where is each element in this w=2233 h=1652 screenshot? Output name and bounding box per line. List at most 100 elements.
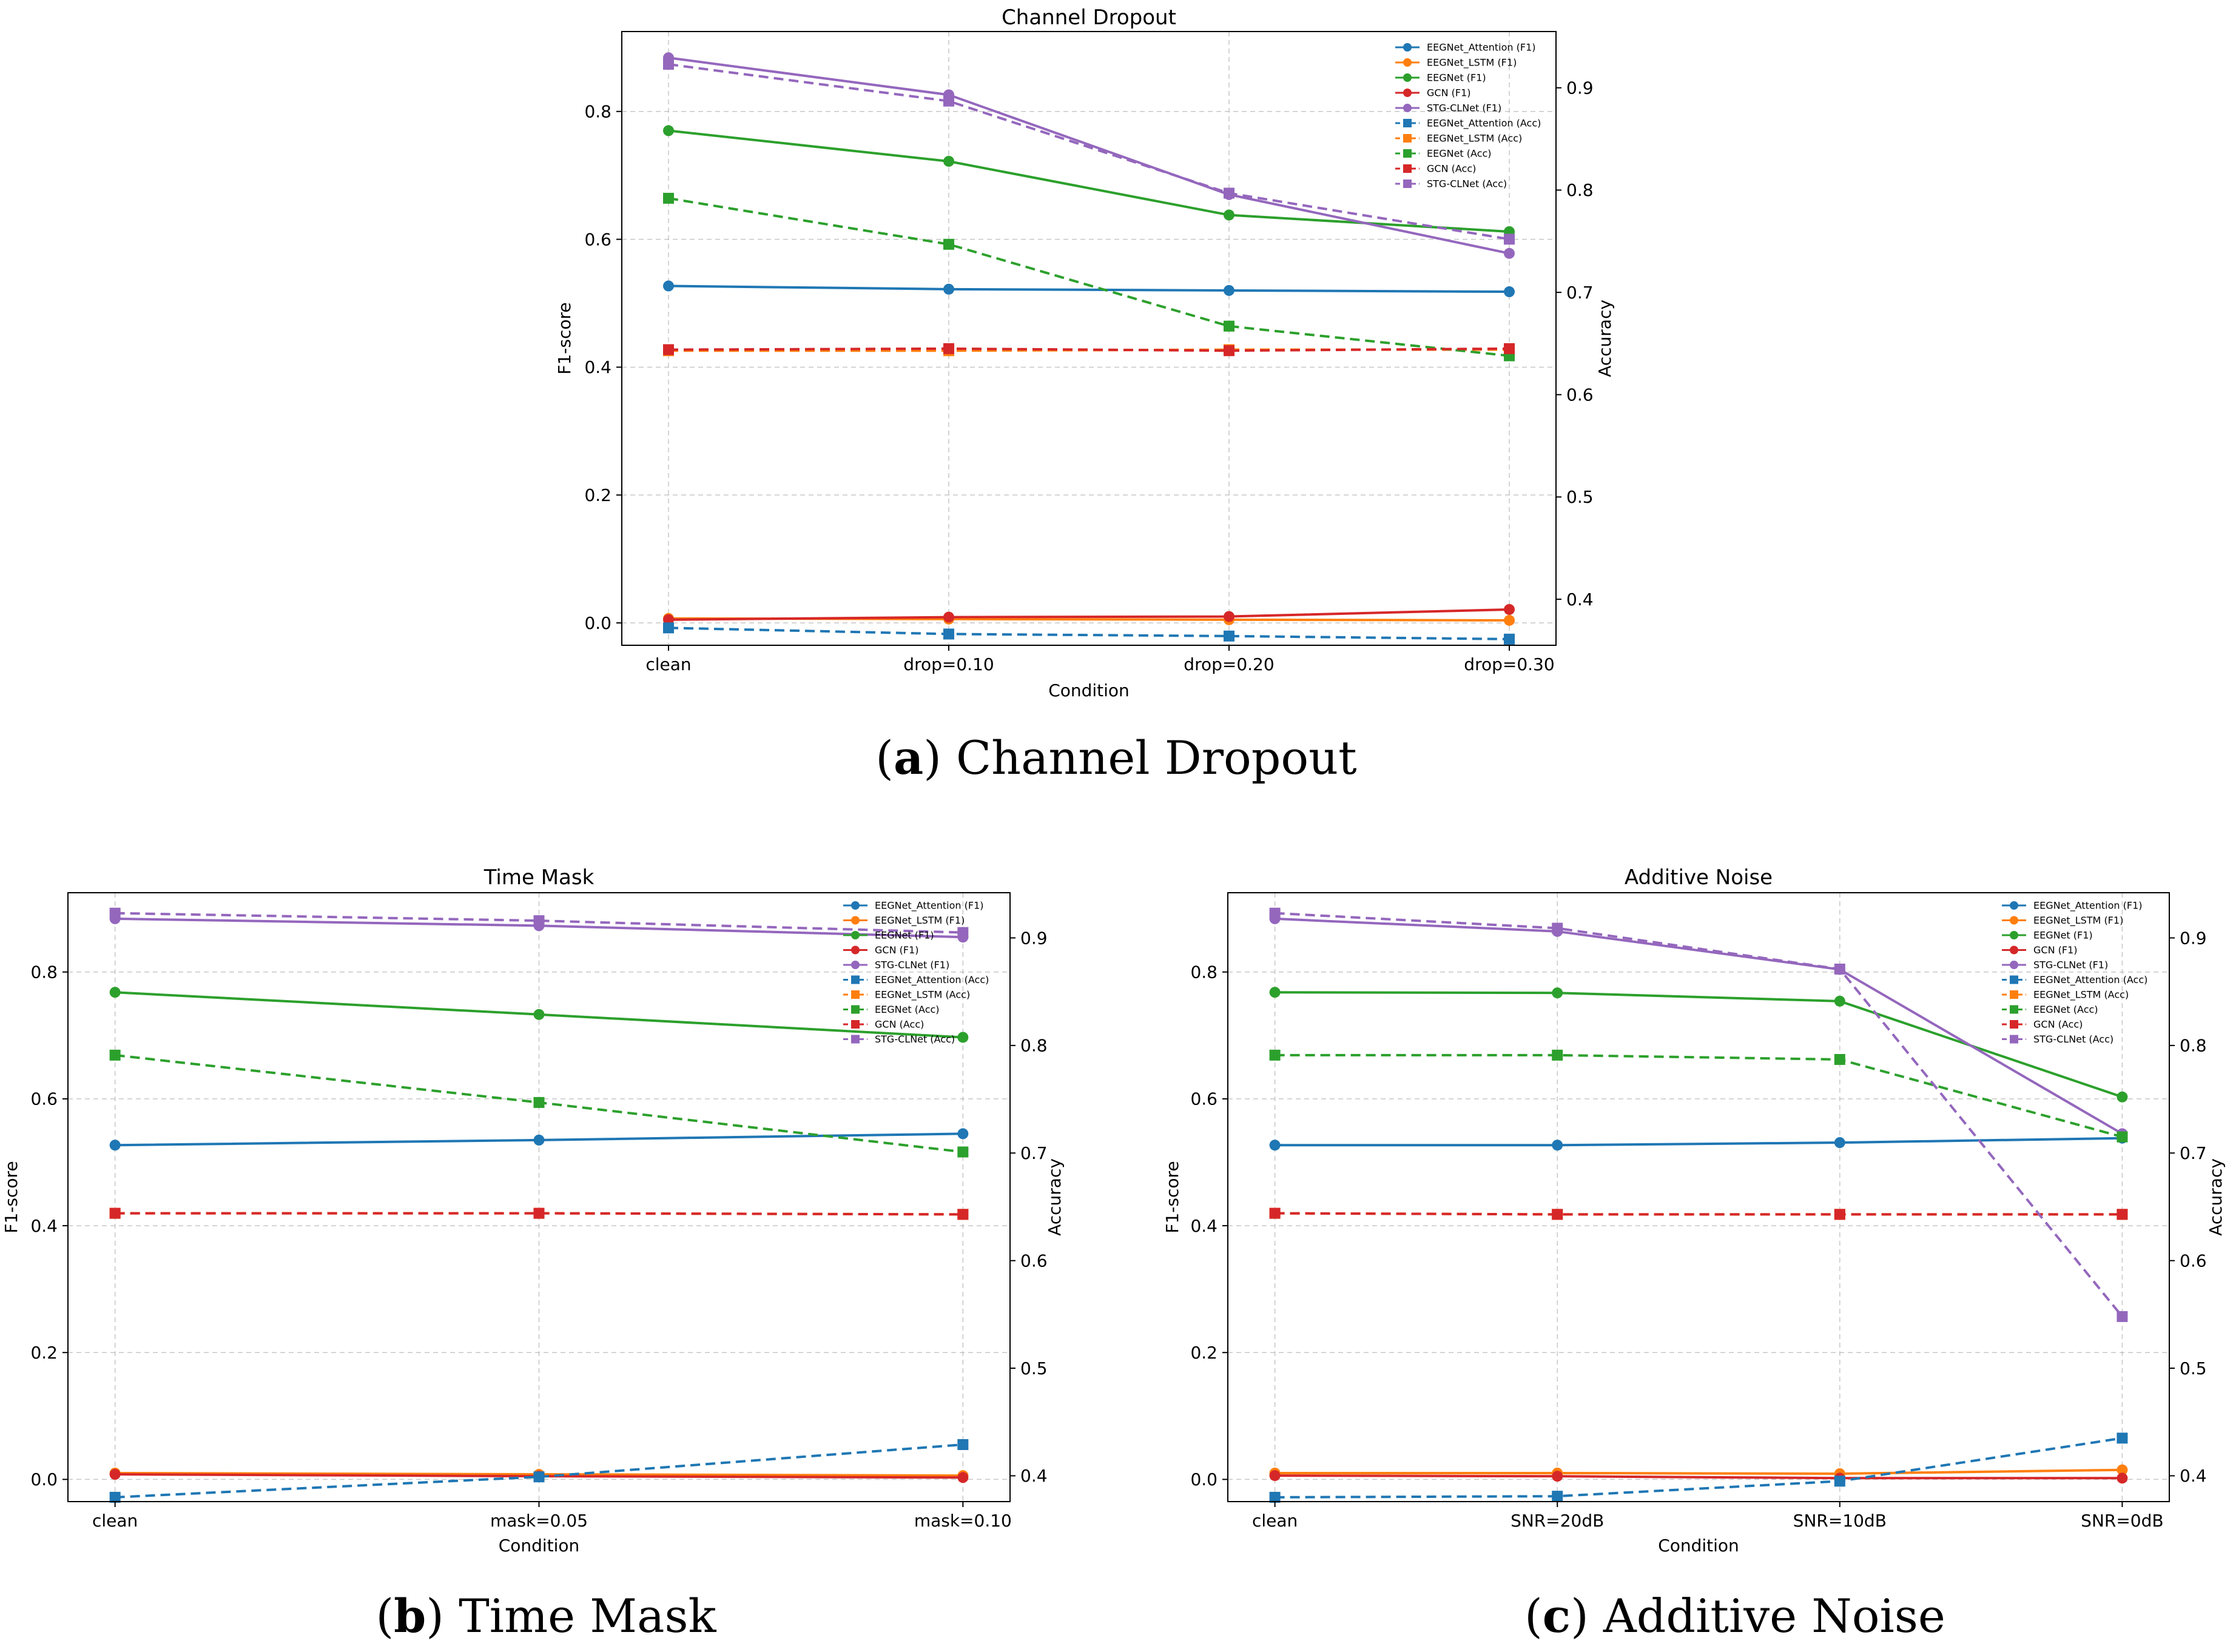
legend-label-gcn-f1: GCN (F1) [2033,944,2078,956]
data-point-eegnet-acc [1224,320,1234,332]
legend-marker-stg-clnet-acc [2010,1035,2018,1044]
legend-marker-eegnet-lstm-f1 [2010,916,2018,925]
y-axis-label: F1-score [1,1161,21,1233]
data-point-eegnet-acc [1552,1049,1563,1061]
legend-marker-gcn-f1 [851,945,860,955]
legend-marker-eegnet-lstm-f1 [1403,58,1412,67]
data-point-eegnet-f1 [2117,1091,2128,1103]
data-point-eegnet-acc [109,1049,121,1061]
data-point-stg-clnet-acc [943,95,954,107]
series-line-stg-clnet-acc [1275,912,2123,1318]
data-point-stg-clnet-acc [663,58,674,70]
chart-channel-dropout: clean drop=0.10 drop=0.20 drop=0.300.00.20.… [554,5,1615,700]
data-point-eegnet-attention-acc [1504,633,1515,645]
x-axis-label: Condition [1048,680,1130,700]
legend-label-gcn-acc: GCN (Acc) [1427,163,1476,175]
data-point-eegnet-attention-f1 [1269,1140,1281,1151]
y2-tick-label: 0.5 [2180,1358,2207,1378]
plot-frame [67,892,1011,1502]
data-point-eegnet-attention-f1 [663,280,674,292]
data-point-eegnet-attention-f1 [533,1134,545,1146]
legend-label-stg-clnet-acc: STG-CLNet (Acc) [1427,178,1507,190]
grid [1228,893,2169,1502]
legend-label-eegnet-attention-acc: EEGNet_Attention (Acc) [1427,118,1541,130]
data-point-gcn-acc [1269,1207,1281,1219]
legend-marker-stg-clnet-f1 [851,961,860,969]
series-line-eegnet-acc [1275,1053,2123,1138]
legend-label-gcn-acc: GCN (Acc) [2033,1019,2083,1030]
legend-marker-gcn-f1 [1403,89,1412,97]
series-line-stg-clnet-acc [668,62,1510,241]
data-point-eegnet-attention-acc [1552,1491,1563,1502]
chart-panel-b: clean mask=0.05 mask=0.10 0.0 0.2 0.4 0.6 0.8 0.… [0,837,1116,1595]
data-point-eegnet-f1 [533,1009,545,1020]
data-point-gcn-acc [1224,345,1234,357]
data-point-eegnet-f1 [1552,987,1563,999]
series-line-gcn-f1 [1275,1474,2123,1480]
data-point-gcn-acc [533,1207,545,1219]
data-point-eegnet-attention-acc [957,1439,969,1450]
y-tick-label: 0.0 [1190,1469,1218,1489]
data-point-eegnet-acc [957,1146,969,1158]
y-tick-label: 0.2 [584,485,611,505]
data-point-eegnet-attention-acc [663,622,674,634]
y-tick-label: 0.6 [584,229,611,249]
legend-marker-eegnet-f1 [851,931,860,939]
y-tick-label: 0.6 [30,1089,58,1109]
chart-title: Additive Noise [1625,865,1773,890]
x-tick-label: SNR=10dB [1793,1511,1887,1531]
legend-label-eegnet-f1: EEGNet (F1) [875,930,934,941]
legend-marker-eegnet-attention-acc [2010,975,2018,984]
legend-marker-eegnet-attention-acc [851,975,860,984]
caption-b-text: Time Mask [459,1589,716,1643]
y-tick-label: 0.6 [1190,1089,1218,1109]
data-point-eegnet-f1 [943,155,954,167]
series-line-eegnet-attention-acc [668,626,1510,640]
legend-marker-stg-clnet-acc [1403,180,1412,188]
y-tick-label: 0.8 [584,102,611,122]
data-point-eegnet-attention-acc [533,1471,545,1483]
legend-label-eegnet-acc: EEGNet (Acc) [1427,148,1492,159]
legend-label-eegnet-attention-f1: EEGNet_Attention (F1) [2033,900,2143,912]
legend-label-eegnet-lstm-f1: EEGNet_LSTM (F1) [875,915,965,927]
y-tick-label: 0.2 [1190,1343,1218,1363]
data-point-stg-clnet-acc [957,927,969,938]
series-group [663,52,1515,645]
legend-marker-eegnet-lstm-acc [2010,990,2018,999]
data-point-stg-clnet-acc [1552,922,1563,934]
data-point-stg-clnet-acc [1834,963,1845,975]
x-tick-label: drop=0.20 [1184,654,1274,674]
data-point-gcn-f1 [1504,603,1515,615]
legend-label-eegnet-lstm-acc: EEGNet_LSTM (Acc) [875,989,970,1001]
data-point-gcn-acc [2117,1209,2128,1220]
data-point-eegnet-attention-f1 [1224,284,1234,296]
legend-marker-eegnet-f1 [1403,73,1412,82]
legend-label-stg-clnet-f1: STG-CLNet (F1) [2033,959,2108,971]
legend-marker-gcn-acc [851,1020,860,1029]
y-axis-left: 0.0 0.2 0.4 0.6 0.8 [30,962,68,1489]
data-point-gcn-f1 [109,1469,121,1480]
data-point-eegnet-attention-f1 [1834,1137,1845,1149]
x-axis-label: Condition [1658,1536,1739,1556]
legend-label-eegnet-lstm-acc: EEGNet_LSTM (Acc) [1427,133,1522,145]
data-point-eegnet-f1 [109,987,121,998]
grid [68,893,1010,1502]
series-line-eegnet-attention-f1 [1275,1137,2123,1147]
y-axis-label: F1-score [1162,1161,1182,1233]
y-tick-label: 0.4 [584,357,611,377]
data-point-eegnet-attention-f1 [109,1140,121,1151]
legend: EEGNet_Attention (F1) EEGNet_LSTM (F1) EEG… [2002,900,2147,1045]
data-point-eegnet-acc [663,192,674,204]
data-point-eegnet-lstm-f1 [1504,614,1515,626]
data-point-gcn-acc [1834,1209,1845,1220]
legend-label-gcn-f1: GCN (F1) [1427,87,1471,99]
y2-tick-label: 0.9 [1566,78,1594,98]
legend-label-eegnet-lstm-f1: EEGNet_LSTM (F1) [2033,915,2123,927]
y2-axis-label: Accuracy [1595,300,1615,377]
y2-tick-label: 0.8 [1566,180,1594,200]
legend: EEGNet_Attention (F1) EEGNet_LSTM (F1) EEG… [843,900,989,1045]
chart-panel-a: clean drop=0.10 drop=0.20 drop=0.30 0.0 0.2 0.… [0,0,2233,716]
data-point-eegnet-f1 [1834,995,1845,1007]
data-point-eegnet-acc [2117,1131,2128,1143]
caption-a-text: Channel Dropout [956,731,1357,785]
